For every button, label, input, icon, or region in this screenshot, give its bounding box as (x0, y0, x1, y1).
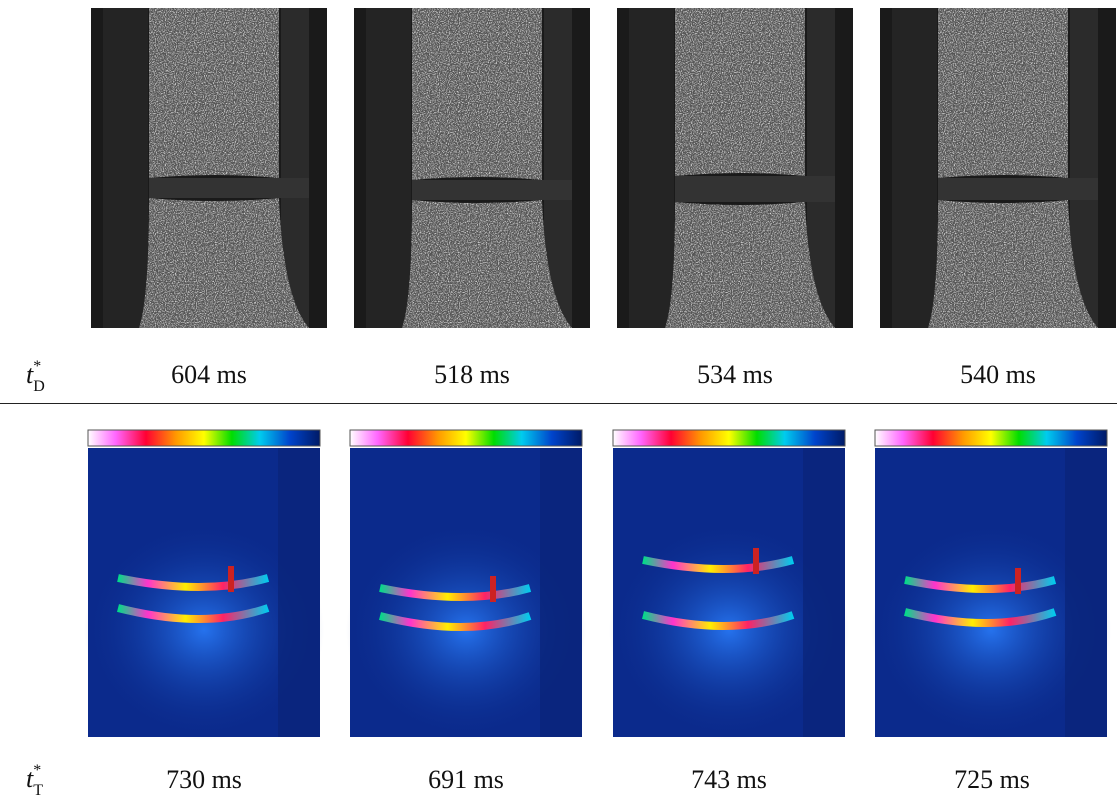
time-label: 725 ms (942, 767, 1042, 793)
marker (1015, 568, 1021, 594)
time-label: 518 ms (422, 362, 522, 388)
divider (0, 403, 1117, 404)
time-label: 730 ms (154, 767, 254, 793)
row-label: t*T (26, 764, 43, 798)
subscript: T (33, 782, 43, 799)
photo (880, 8, 1116, 328)
subscript: D (33, 378, 45, 395)
grip-shadow (366, 8, 411, 328)
photo (617, 8, 853, 328)
thermal (871, 430, 1111, 740)
figure: {"rows": [ {"label": {"base": "t", "sup"… (0, 0, 1117, 803)
neck (675, 176, 835, 202)
grip-right (803, 448, 845, 737)
colorbar (875, 430, 1107, 446)
colorbar (88, 430, 320, 446)
superscript: * (33, 762, 41, 779)
grip-right (540, 448, 582, 737)
grip-right (278, 448, 320, 737)
colorbar (613, 430, 845, 446)
specimen-upper (938, 8, 1068, 178)
grip-shadow (103, 8, 148, 328)
neck (938, 178, 1098, 200)
time-label: 540 ms (948, 362, 1048, 388)
time-label: 604 ms (159, 362, 259, 388)
colorbar (350, 430, 582, 446)
grip-shadow (629, 8, 674, 328)
row-label: t*D (26, 360, 45, 394)
image-panels (0, 0, 1117, 803)
time-label: 691 ms (416, 767, 516, 793)
thermal (84, 430, 324, 740)
thermal (346, 430, 586, 740)
photo (91, 8, 327, 328)
specimen-upper (149, 8, 279, 178)
thermal-images (84, 430, 1111, 740)
thermal (609, 430, 849, 740)
marker (228, 566, 234, 592)
time-label: 534 ms (685, 362, 785, 388)
marker (753, 548, 759, 574)
specimen-photos (91, 8, 1116, 328)
neck (412, 180, 572, 200)
time-label: 743 ms (679, 767, 779, 793)
grip-right (1065, 448, 1107, 737)
marker (490, 576, 496, 602)
grip-shadow (892, 8, 937, 328)
neck (149, 178, 309, 198)
specimen-upper (412, 8, 542, 180)
superscript: * (33, 358, 41, 375)
photo (354, 8, 590, 328)
specimen-upper (675, 8, 805, 176)
